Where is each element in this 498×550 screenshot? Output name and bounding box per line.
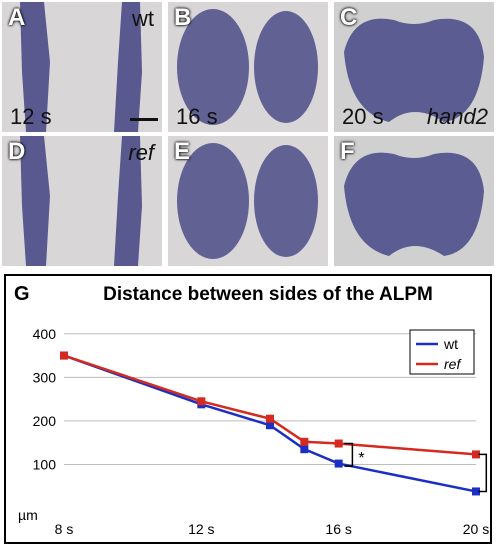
genotype-label: wt	[132, 6, 154, 31]
tissue-stain-image	[2, 136, 162, 266]
y-tick-label: 400	[33, 326, 57, 342]
legend-label-ref: ref	[444, 356, 462, 372]
panel-letter: D	[8, 138, 26, 165]
chart-title: Distance between sides of the ALPM	[103, 284, 433, 305]
micrograph-panel-f: F	[334, 136, 494, 266]
micrograph-panel-c: C 20 s hand2	[334, 2, 494, 132]
stage-label: 20 s	[342, 104, 384, 129]
x-tick-label: 16 s	[325, 521, 351, 537]
genotype-label: ref	[128, 140, 154, 165]
data-point-ref	[266, 414, 274, 423]
legend: wt ref	[409, 329, 475, 375]
tissue-stain-image	[334, 2, 494, 132]
data-point-wt	[266, 421, 274, 430]
data-point-ref	[197, 397, 206, 406]
panel-letter: B	[174, 4, 192, 31]
data-point-ref	[334, 439, 343, 448]
micrograph-panel-e: E	[168, 136, 328, 266]
data-point-ref	[60, 351, 68, 360]
tissue-stain-image	[334, 136, 494, 266]
gene-label: hand2	[426, 104, 488, 129]
micrograph-panel-b: B 16 s	[168, 2, 328, 132]
x-tick-label: 12 s	[188, 521, 214, 537]
stage-label: 16 s	[176, 104, 218, 129]
tissue-stain-image	[2, 2, 162, 132]
y-tick-label: 100	[33, 456, 57, 472]
significance-star: *	[358, 450, 364, 467]
x-tick-label: 8 s	[55, 521, 74, 537]
data-point-ref	[472, 450, 480, 459]
data-point-wt	[334, 459, 343, 468]
tissue-stain-image	[168, 2, 328, 132]
panel-letter: A	[8, 4, 26, 31]
y-axis-label: µm	[18, 507, 38, 523]
scale-bar	[130, 118, 158, 121]
panel-letter: F	[340, 138, 355, 165]
series-line-wt	[63, 354, 477, 493]
panel-letter: C	[340, 4, 358, 31]
significance-bracket	[344, 442, 354, 467]
panel-letter-g: G	[14, 283, 30, 305]
y-tick-label: 200	[33, 413, 57, 429]
panel-letter: E	[174, 138, 191, 165]
y-tick-label: 300	[33, 369, 57, 385]
data-point-wt	[300, 445, 309, 454]
data-point-ref	[300, 437, 309, 446]
legend-label-wt: wt	[443, 336, 458, 352]
chart-panel-g: G Distance between sides of the ALPM 100 20…	[4, 274, 492, 544]
data-point-wt	[472, 487, 480, 496]
x-tick-label: 20 s	[463, 521, 489, 537]
significance-bracket	[478, 453, 488, 493]
stage-label: 12 s	[10, 104, 52, 129]
tissue-stain-image	[168, 136, 328, 266]
series-line-ref	[63, 354, 477, 456]
line-chart: G Distance between sides of the ALPM 100 20…	[14, 283, 489, 537]
